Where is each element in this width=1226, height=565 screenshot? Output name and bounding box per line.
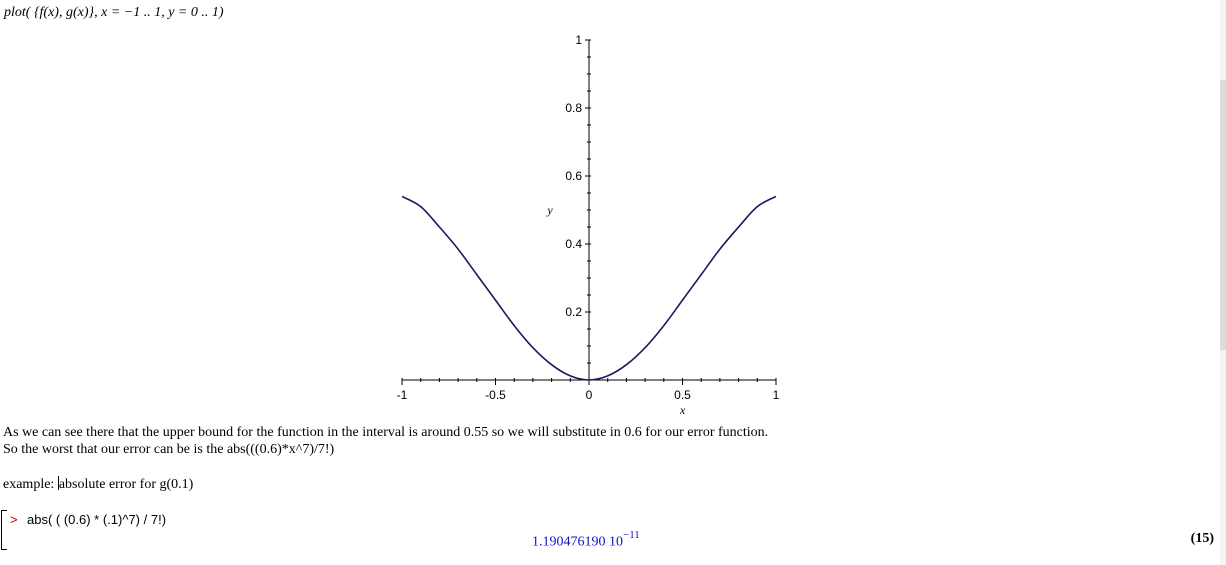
x-tick-label: 0.5: [674, 388, 691, 402]
example-line[interactable]: example: absolute error for g(0.1): [3, 476, 193, 493]
example-text: absolute error for g(0.1): [58, 477, 194, 492]
y-axis-label: y: [546, 203, 553, 217]
y-tick-label: 0.4: [565, 237, 582, 251]
result-mantissa: 1.190476190 10: [532, 534, 623, 550]
output-result: 1.190476190 10−11: [532, 529, 640, 551]
text-cursor: [57, 476, 59, 490]
plot-curves: [401, 195, 777, 381]
scrollbar-thumb[interactable]: [1220, 80, 1226, 350]
y-tick-label: 1: [575, 33, 582, 47]
y-tick-label: 0.8: [565, 101, 582, 115]
y-tick-label: 0.6: [565, 169, 582, 183]
explanation-line-1: As we can see there that the upper bound…: [3, 425, 769, 440]
execution-group-bracket[interactable]: [1, 510, 7, 550]
x-tick-label: -0.5: [485, 388, 506, 402]
x-axis-label: x: [679, 403, 686, 417]
plot-axes: -1 -0.5 0 0.5 1 0.2 0.4 0.6 0.8 1 x y: [397, 33, 780, 417]
input-command[interactable]: abs( ( (0.6) * (.1)^7) / 7!): [27, 512, 167, 527]
y-tick-label: 0.2: [565, 305, 582, 319]
x-tick-label: -1: [397, 388, 408, 402]
x-tick-label: 0: [586, 388, 593, 402]
equation-label: (15): [1190, 531, 1214, 546]
example-prefix: example:: [3, 477, 58, 492]
result-exponent: −11: [623, 529, 640, 541]
series-line-0: [401, 195, 777, 381]
vertical-scrollbar[interactable]: [1220, 0, 1226, 565]
plot-chart: -1 -0.5 0 0.5 1 0.2 0.4 0.6 0.8 1 x y: [397, 33, 780, 417]
x-tick-label: 1: [773, 388, 780, 402]
explanation-line-2: So the worst that our error can be is th…: [3, 442, 335, 457]
plot-command[interactable]: plot( {f(x), g(x)}, x = −1 .. 1, y = 0 .…: [4, 5, 224, 20]
input-prompt: >: [10, 512, 18, 527]
